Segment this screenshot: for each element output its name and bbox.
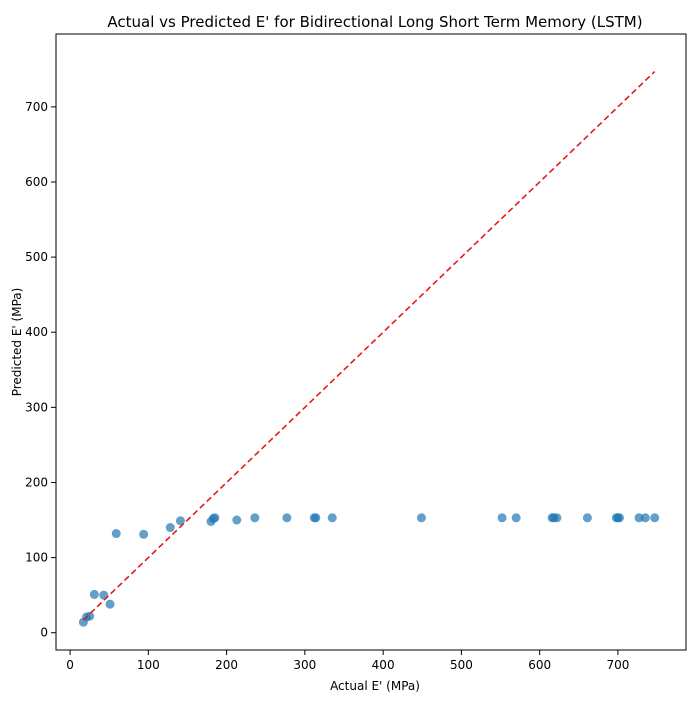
y-tick-label: 500 — [25, 250, 48, 264]
data-point — [282, 513, 292, 523]
data-point — [85, 611, 95, 621]
data-point — [650, 513, 660, 523]
y-tick-label: 0 — [40, 626, 48, 640]
data-point — [582, 513, 592, 523]
data-point — [232, 515, 242, 525]
data-point — [511, 513, 521, 523]
y-tick-label: 700 — [25, 100, 48, 114]
plot-area: 0 100 200 300 400 500 600 700 0 100 200 300 400 500 6… — [25, 33, 687, 672]
data-point — [175, 516, 185, 526]
y-tick-label: 300 — [25, 400, 48, 414]
data-point — [497, 513, 507, 523]
data-point — [165, 523, 175, 533]
y-tick-label: 400 — [25, 325, 48, 339]
data-point — [416, 513, 426, 523]
x-tick-label: 400 — [372, 658, 395, 672]
x-tick-label: 300 — [293, 658, 316, 672]
data-point — [311, 513, 321, 523]
chart-title: Actual vs Predicted E' for Bidirectional… — [107, 13, 642, 31]
y-tick-label: 100 — [25, 551, 48, 565]
x-tick-label: 500 — [450, 658, 473, 672]
data-point — [634, 513, 644, 523]
x-tick-label: 600 — [528, 658, 551, 672]
data-point — [105, 599, 115, 609]
data-point — [111, 529, 121, 539]
data-point — [614, 513, 624, 523]
x-tick-label: 200 — [215, 658, 238, 672]
data-point — [210, 513, 220, 523]
data-points — [78, 513, 660, 627]
data-point — [139, 529, 149, 539]
y-axis-label: Predicted E' (MPa) — [10, 288, 24, 397]
data-point — [250, 513, 260, 523]
y-tick-label: 600 — [25, 175, 48, 189]
x-axis-label: Actual E' (MPa) — [330, 679, 420, 693]
x-axis-ticks: 0 100 200 300 400 500 600 700 — [66, 650, 629, 672]
ideal-fit-line — [82, 70, 656, 621]
data-point — [640, 513, 650, 523]
y-tick-label: 200 — [25, 475, 48, 489]
data-point — [89, 589, 99, 599]
x-tick-label: 700 — [606, 658, 629, 672]
x-tick-label: 100 — [137, 658, 160, 672]
data-point — [552, 513, 562, 523]
x-tick-label: 0 — [66, 658, 74, 672]
plot-frame — [55, 33, 687, 651]
y-axis-ticks: 0 100 200 300 400 500 600 700 — [25, 100, 56, 640]
data-point — [327, 513, 337, 523]
